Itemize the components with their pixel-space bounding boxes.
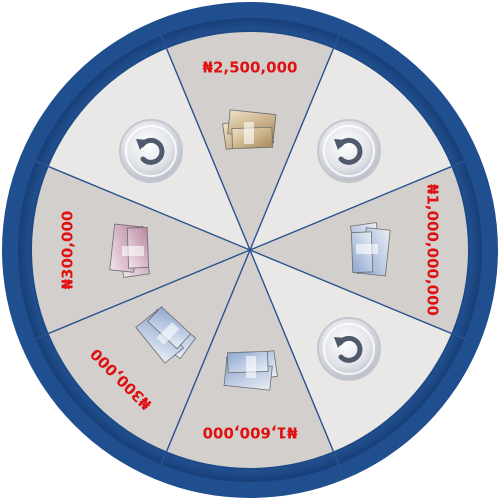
prize-label-1: ₦2,500,000 — [203, 59, 298, 77]
retry-icon — [333, 137, 363, 165]
cash-stack-icon — [350, 222, 391, 277]
segment-divider — [249, 249, 341, 467]
cash-stack-icon — [222, 109, 277, 150]
wheel-segment-6 — [48, 250, 250, 452]
prize-label-3: ₦1,600,000 — [203, 424, 298, 442]
segment-divider — [33, 249, 251, 341]
cash-stack-icon — [135, 306, 197, 364]
cash-stack-icon — [223, 350, 278, 391]
segment-divider — [249, 249, 467, 341]
cash-stack-icon — [109, 223, 150, 278]
segment-divider — [33, 159, 251, 251]
segment-divider — [159, 33, 251, 251]
retry-icon — [333, 335, 363, 363]
segment-divider — [249, 33, 341, 251]
prize-label-5: ₦300,000 — [59, 211, 77, 290]
segment-divider — [249, 159, 467, 251]
spin-again-button[interactable] — [119, 119, 184, 184]
spin-again-button[interactable] — [316, 316, 381, 381]
spin-again-button[interactable] — [316, 119, 381, 184]
retry-icon — [136, 137, 165, 165]
segment-divider — [159, 249, 251, 467]
prize-label-2: ₦1,000,000,000 — [424, 184, 442, 316]
